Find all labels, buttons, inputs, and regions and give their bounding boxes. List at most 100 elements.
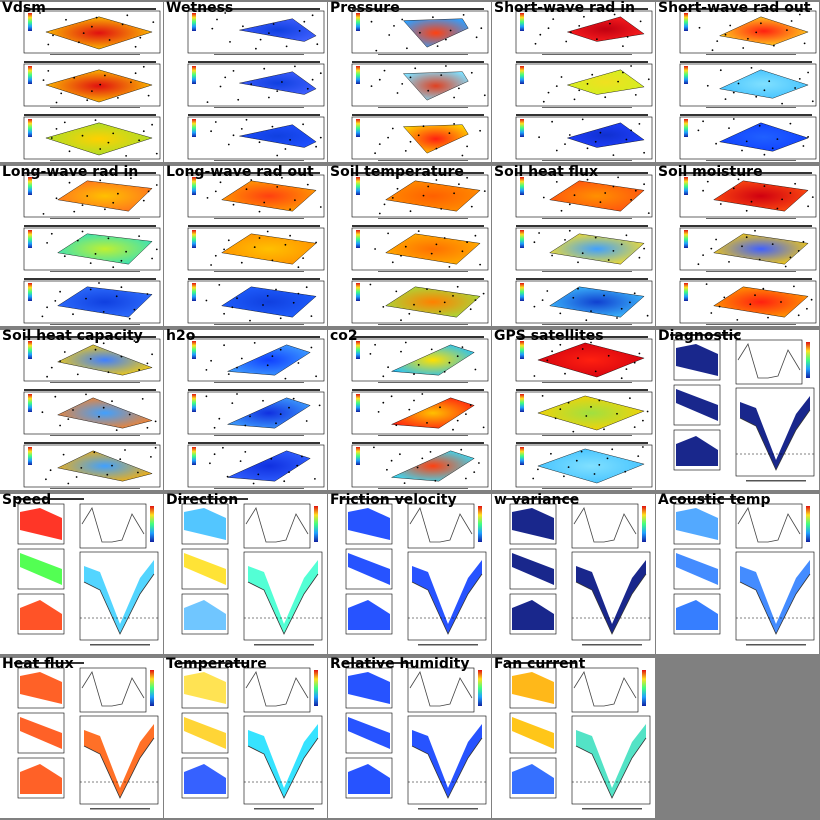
thumbnail-speed[interactable]: Speed — [0, 492, 164, 656]
plot-image — [492, 330, 655, 490]
thumbnail-fan-current[interactable]: Fan current — [492, 656, 656, 820]
plot-image — [0, 2, 163, 162]
map-subplot-1 — [679, 61, 817, 108]
thumbnail-w-variance[interactable]: w variance — [492, 492, 656, 656]
thumbnail-wetness[interactable]: Wetness — [164, 0, 328, 164]
panel-title: Wetness — [166, 0, 234, 16]
plot-image — [164, 330, 327, 490]
panel-title: Short-wave rad out — [658, 0, 811, 16]
plot-image — [492, 494, 655, 654]
thumbnail-h2o[interactable]: h2o — [164, 328, 328, 492]
map-subplot-2 — [23, 278, 161, 325]
map-subplot-1 — [187, 225, 325, 272]
thumbnail-relative-humidity[interactable]: Relative humidity — [328, 656, 492, 820]
transect-layout — [178, 662, 323, 810]
plot-image — [0, 658, 163, 818]
transect-layout — [506, 498, 651, 646]
panel-title: Friction velocity — [330, 492, 457, 508]
transect-layout — [342, 498, 487, 646]
panel-title: Short-wave rad in — [494, 0, 635, 16]
map-subplot-0 — [187, 336, 325, 383]
thumbnail-co2[interactable]: co2 — [328, 328, 492, 492]
map-subplot-0 — [351, 172, 489, 219]
panel-title: GPS satellites — [494, 328, 604, 344]
thumbnail-direction[interactable]: Direction — [164, 492, 328, 656]
thumbnail-long-wave-rad-in[interactable]: Long-wave rad in — [0, 164, 164, 328]
plot-image — [492, 2, 655, 162]
thumbnail-soil-moisture[interactable]: Soil moisture — [656, 164, 820, 328]
map-subplot-2 — [679, 278, 817, 325]
panel-title: co2 — [330, 328, 358, 344]
plot-image — [0, 330, 163, 490]
thumbnail-gps-satellites[interactable]: GPS satellites — [492, 328, 656, 492]
plot-image — [492, 166, 655, 326]
thumbnail-short-wave-rad-in[interactable]: Short-wave rad in — [492, 0, 656, 164]
plot-image — [656, 494, 819, 654]
map-subplot-2 — [351, 114, 489, 161]
thumbnail-short-wave-rad-out[interactable]: Short-wave rad out — [656, 0, 820, 164]
map-subplot-1 — [515, 389, 653, 436]
panel-title: Pressure — [330, 0, 400, 16]
thumbnail-pressure[interactable]: Pressure — [328, 0, 492, 164]
thumbnail-diagnostic[interactable]: Diagnostic — [656, 328, 820, 492]
plot-image — [328, 2, 491, 162]
panel-title: Soil heat capacity — [2, 328, 143, 344]
map-subplot-1 — [187, 389, 325, 436]
map-subplot-2 — [679, 114, 817, 161]
panel-title: w variance — [494, 492, 580, 508]
map-subplot-2 — [515, 278, 653, 325]
transect-layout — [178, 498, 323, 646]
map-subplot-2 — [187, 114, 325, 161]
map-subplot-2 — [187, 278, 325, 325]
panel-title: Diagnostic — [658, 328, 742, 344]
panel-title: Speed — [2, 492, 52, 508]
map-subplot-0 — [187, 172, 325, 219]
plot-image — [328, 494, 491, 654]
map-subplot-0 — [23, 172, 161, 219]
map-subplot-1 — [515, 225, 653, 272]
plot-image — [164, 2, 327, 162]
thumbnail-soil-temperature[interactable]: Soil temperature — [328, 164, 492, 328]
thumbnail-soil-heat-capacity[interactable]: Soil heat capacity — [0, 328, 164, 492]
map-subplot-0 — [351, 336, 489, 383]
plot-image — [492, 658, 655, 818]
panel-title: Long-wave rad out — [166, 164, 314, 180]
transect-layout — [670, 334, 815, 482]
thumbnail-friction-velocity[interactable]: Friction velocity — [328, 492, 492, 656]
map-subplot-1 — [23, 61, 161, 108]
map-subplot-0 — [23, 8, 161, 55]
map-subplot-1 — [23, 389, 161, 436]
map-subplot-1 — [515, 61, 653, 108]
thumbnail-heat-flux[interactable]: Heat flux — [0, 656, 164, 820]
map-subplot-2 — [515, 442, 653, 489]
map-subplot-0 — [679, 8, 817, 55]
plot-image — [656, 2, 819, 162]
thumbnail-vdsm[interactable]: Vdsm — [0, 0, 164, 164]
plot-image — [0, 166, 163, 326]
map-subplot-1 — [351, 61, 489, 108]
thumbnail-long-wave-rad-out[interactable]: Long-wave rad out — [164, 164, 328, 328]
transect-layout — [506, 662, 651, 810]
map-subplot-1 — [187, 61, 325, 108]
panel-title: Acoustic temp — [658, 492, 771, 508]
thumbnail-temperature[interactable]: Temperature — [164, 656, 328, 820]
panel-title: Soil moisture — [658, 164, 763, 180]
panel-title: Temperature — [166, 656, 267, 672]
plot-image — [164, 494, 327, 654]
thumbnail-acoustic-temp[interactable]: Acoustic temp — [656, 492, 820, 656]
plot-image — [164, 166, 327, 326]
map-subplot-0 — [515, 336, 653, 383]
map-subplot-0 — [679, 172, 817, 219]
transect-layout — [14, 662, 159, 810]
map-subplot-1 — [679, 225, 817, 272]
panel-title: Long-wave rad in — [2, 164, 139, 180]
plot-image — [656, 330, 819, 490]
thumbnail-soil-heat-flux[interactable]: Soil heat flux — [492, 164, 656, 328]
map-subplot-2 — [351, 278, 489, 325]
map-subplot-0 — [187, 8, 325, 55]
panel-title: Direction — [166, 492, 239, 508]
map-subplot-1 — [23, 225, 161, 272]
map-subplot-1 — [351, 225, 489, 272]
plot-image — [328, 658, 491, 818]
